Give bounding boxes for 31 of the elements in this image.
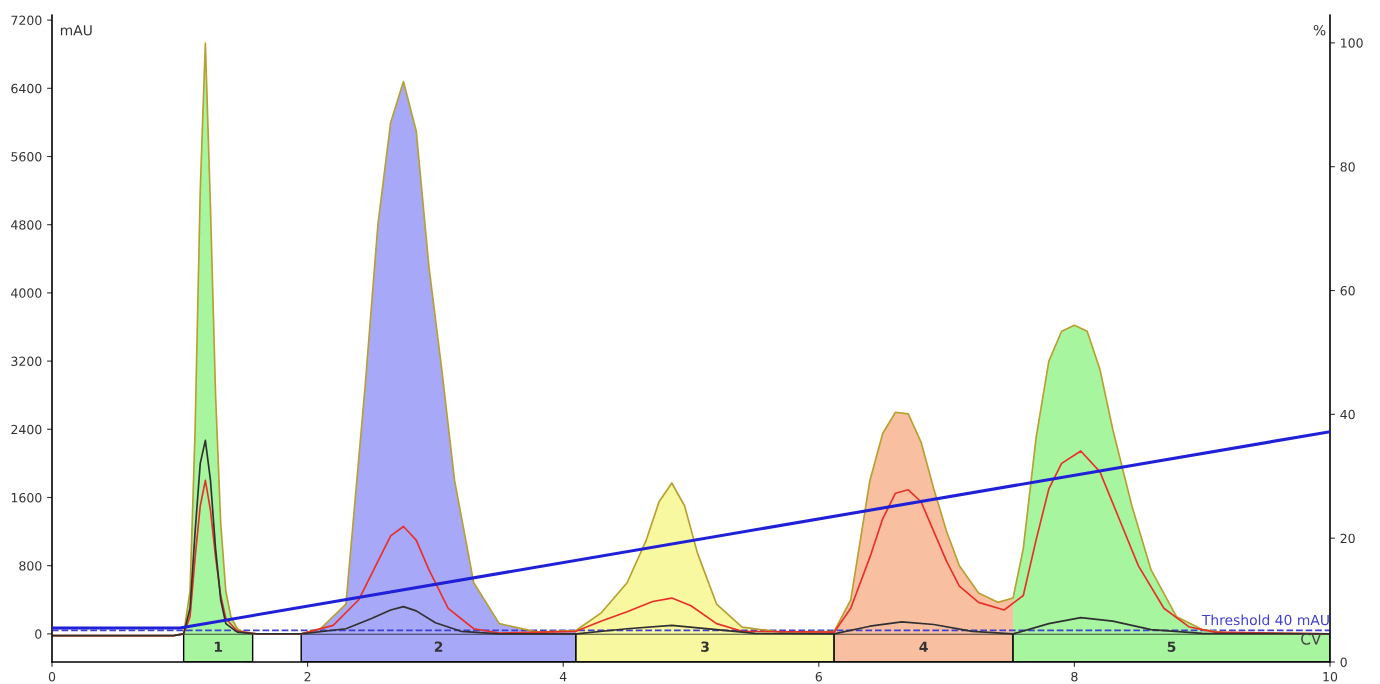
y2-tick-label: 100 (1341, 38, 1363, 48)
band-label: 3 (701, 641, 709, 652)
y2-tick-label: 60 (1340, 285, 1355, 296)
x-tick-label: 6 (815, 671, 822, 682)
x-tick-label: 4 (559, 672, 567, 682)
y2-tick-label: 40 (1340, 409, 1355, 420)
y-tick-label: 5600 (11, 151, 42, 162)
y-tick-label: 6400 (11, 83, 42, 94)
y-tick-label: 4800 (11, 220, 42, 230)
y-tick-label: 1600 (11, 492, 42, 503)
y-tick-label: 800 (19, 561, 42, 571)
x-axis-title: CV (1301, 633, 1322, 645)
ref-line-label: Threshold 40 mAU (1201, 614, 1329, 626)
y2-tick-label: 20 (1340, 533, 1355, 544)
y-tick-label: 2400 (11, 424, 42, 435)
y-tick-label: 3200 (11, 356, 42, 367)
band-label: 2 (434, 641, 443, 652)
y-axis-title: mAU (60, 25, 92, 36)
x-tick-label: 8 (1071, 671, 1078, 682)
y-tick-label: 0 (35, 629, 42, 639)
x-tick-label: 2 (304, 671, 311, 682)
y-tick-label: 4000 (11, 288, 42, 298)
y2-tick-label: 80 (1340, 162, 1355, 172)
x-tick-label: 10 (1323, 671, 1338, 682)
x-tick-label: 0 (48, 671, 56, 682)
band-label: 1 (214, 641, 223, 652)
y-tick-label: 7200 (11, 15, 42, 26)
band-label: 4 (919, 641, 928, 652)
y2-axis-title: % (1313, 24, 1326, 36)
band-label: 5 (1167, 641, 1176, 652)
y2-tick-label: 0 (1340, 657, 1347, 667)
